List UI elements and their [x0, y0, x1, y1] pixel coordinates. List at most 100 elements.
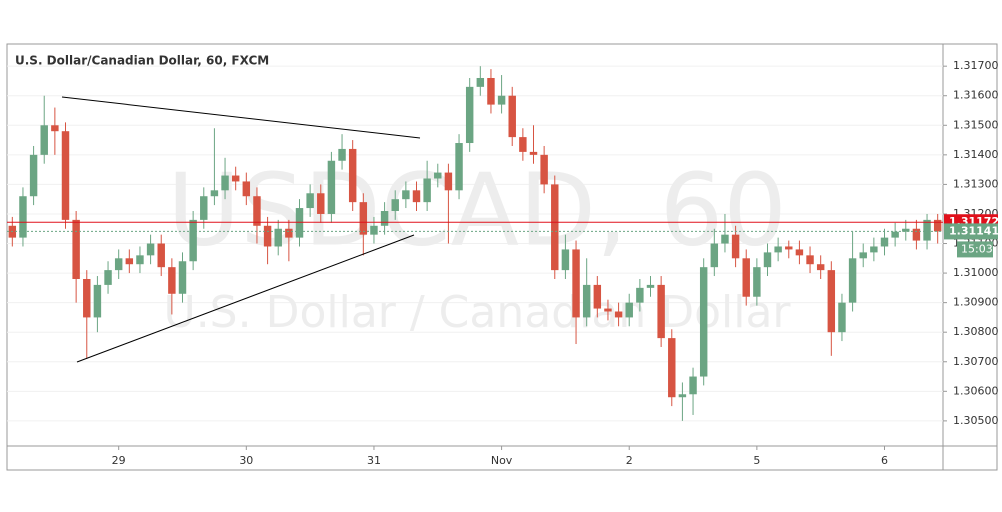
candle-body — [816, 264, 825, 271]
candle-body — [763, 252, 772, 268]
candle-body — [338, 148, 346, 161]
x-tick-label: 2 — [626, 454, 633, 467]
candle-body — [540, 154, 548, 185]
y-tick-label: 1.30600 — [953, 384, 999, 397]
candle-body — [231, 175, 240, 182]
candle-body — [29, 154, 38, 197]
candle-body — [742, 258, 750, 297]
y-tick-label: 1.31700 — [953, 59, 999, 72]
candle-body — [168, 267, 176, 294]
candle-body — [519, 137, 527, 152]
candle-body — [848, 258, 857, 303]
y-tick-label: 1.31400 — [953, 148, 999, 161]
candle-body — [189, 219, 197, 262]
candle-body — [434, 172, 442, 179]
candle-body — [476, 77, 485, 87]
watermark-subtitle: U.S. Dollar / Canadian Dollar — [163, 287, 791, 338]
candle-body — [61, 131, 70, 220]
candle-body — [561, 249, 570, 271]
last-price-label: 1.31141 — [949, 224, 999, 237]
candle-body — [72, 219, 80, 279]
candle-body — [508, 95, 516, 138]
candle-body — [923, 219, 931, 241]
last-price-box — [944, 223, 998, 240]
candle-body — [93, 284, 102, 318]
candle-body — [572, 249, 580, 318]
candle-body — [604, 308, 612, 312]
candle-body — [285, 228, 293, 238]
candle-body — [210, 190, 219, 197]
candle-body — [710, 243, 719, 268]
candle-body — [551, 184, 559, 271]
candle-body — [327, 160, 336, 214]
candle-body — [636, 287, 644, 303]
candle-body — [104, 270, 112, 285]
candle-body — [348, 148, 357, 203]
candle-body — [529, 151, 538, 155]
x-tick-label: 29 — [112, 454, 126, 467]
candle-body — [699, 267, 708, 377]
candle-body — [668, 338, 676, 398]
candle-body — [678, 394, 687, 398]
candle-body — [391, 199, 399, 212]
candle-body — [582, 284, 591, 318]
x-tick-label: Nov — [491, 454, 513, 467]
candle-body — [625, 302, 633, 318]
candle-body — [891, 231, 899, 238]
y-tick-label: 1.31600 — [953, 89, 999, 102]
candle-body — [933, 219, 942, 232]
candle-body — [657, 284, 665, 339]
y-tick-label: 1.31500 — [953, 118, 999, 131]
candle-body — [614, 311, 623, 318]
candle-body — [902, 228, 910, 232]
candle-body — [83, 278, 91, 318]
candle-body — [731, 234, 740, 259]
candle-body — [859, 252, 867, 259]
candle-body — [721, 234, 729, 244]
candle-body — [125, 258, 134, 265]
x-tick-label: 6 — [881, 454, 888, 467]
candle-body — [870, 246, 878, 253]
candle-body — [455, 143, 463, 191]
x-tick-label: 31 — [367, 454, 381, 467]
candle-body — [242, 181, 251, 197]
candle-body — [880, 237, 889, 247]
candle-body — [295, 208, 304, 238]
x-tick-label: 5 — [753, 454, 760, 467]
trendline — [61, 96, 421, 139]
candle-body — [806, 255, 814, 265]
candle-body — [827, 270, 836, 333]
candle-body — [157, 243, 165, 268]
candles — [7, 66, 943, 421]
candle-body — [274, 228, 282, 247]
candle-body — [795, 249, 804, 256]
y-tick-label: 1.31300 — [953, 177, 999, 190]
candle-body — [19, 196, 27, 238]
candle-body — [370, 225, 378, 235]
candle-body — [423, 178, 431, 203]
candle-body — [359, 202, 368, 235]
candle-body — [774, 246, 782, 253]
countdown-label: 15:03 — [961, 242, 993, 255]
candle-body — [593, 284, 602, 309]
candle-body — [912, 228, 921, 241]
candle-body — [753, 267, 761, 297]
countdown-box — [957, 241, 993, 258]
candle-body — [838, 302, 846, 333]
candle-body — [465, 86, 474, 144]
chart-title: U.S. Dollar/Canadian Dollar, 60, FXCM — [15, 54, 269, 68]
candle-body — [689, 376, 697, 395]
y-tick-label: 1.30700 — [953, 355, 999, 368]
candle-body — [497, 95, 506, 105]
candle-body — [253, 196, 261, 226]
candle-body — [114, 258, 123, 271]
candle-body — [646, 284, 655, 288]
y-tick-label: 1.31000 — [953, 266, 999, 279]
candle-body — [412, 190, 421, 203]
candle-body — [487, 77, 495, 105]
frame — [6, 43, 998, 471]
candle-body — [785, 246, 793, 250]
candle-body — [263, 225, 272, 247]
candle-body — [178, 261, 187, 294]
